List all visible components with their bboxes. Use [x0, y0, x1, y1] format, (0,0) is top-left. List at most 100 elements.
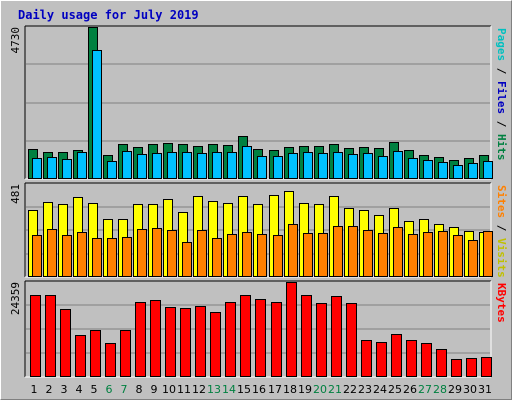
bar-files-day-19: [303, 152, 313, 179]
x-tick-day-16: 16: [252, 383, 266, 396]
legend-part: Hits: [495, 134, 508, 161]
bar-sites-day-27: [423, 232, 433, 277]
legend-part: Visits: [495, 238, 508, 278]
bar-sites-day-8: [137, 229, 147, 277]
x-tick-labels: 1 2 3 4 5 6 7 8 9 10 11 12 13 14 15 16 17 18 19 20 21 22 23 24 2…: [31, 383, 493, 396]
bar-sites-day-26: [408, 234, 418, 277]
bar-files-day-27: [423, 160, 433, 179]
bar-files-day-4: [77, 152, 87, 179]
x-tick-day-1: 1: [31, 383, 38, 396]
legend-part: /: [495, 114, 508, 134]
x-tick-day-3: 3: [61, 383, 68, 396]
bar-kbytes-day-20: [316, 303, 327, 377]
bar-sites-day-28: [438, 231, 448, 277]
bar-files-day-14: [227, 152, 237, 179]
panel-kbytes: 24359 KBytes: [9, 280, 508, 378]
x-tick-day-14: 14: [222, 383, 236, 396]
bar-files-day-22: [348, 154, 358, 179]
x-tick-day-12: 12: [192, 383, 206, 396]
bar-sites-day-9: [152, 228, 162, 277]
bar-kbytes-day-1: [30, 295, 41, 377]
x-tick-day-20: 20: [313, 383, 327, 396]
series-kbytes: [30, 282, 492, 377]
y-max-label: 4730: [9, 27, 22, 54]
chart-title: Daily usage for July 2019: [18, 8, 199, 22]
x-tick-day-7: 7: [121, 383, 128, 396]
x-tick-day-8: 8: [136, 383, 143, 396]
bar-kbytes-day-27: [421, 343, 432, 377]
x-tick-day-26: 26: [403, 383, 417, 396]
bar-sites-day-19: [303, 233, 313, 277]
x-tick-day-18: 18: [283, 383, 297, 396]
bar-sites-day-11: [182, 242, 192, 277]
x-tick-day-6: 6: [106, 383, 113, 396]
x-tick-day-28: 28: [433, 383, 447, 396]
bar-files-day-31: [483, 161, 493, 179]
bar-files-day-8: [137, 154, 147, 179]
x-tick-day-15: 15: [237, 383, 251, 396]
bar-files-day-26: [408, 158, 418, 179]
bar-kbytes-day-29: [451, 359, 462, 377]
bar-kbytes-day-23: [361, 340, 372, 377]
legend-part: Files: [495, 81, 508, 114]
bar-sites-day-25: [393, 227, 403, 277]
x-tick-day-27: 27: [418, 383, 432, 396]
bar-kbytes-day-6: [105, 343, 116, 377]
x-tick-day-29: 29: [448, 383, 462, 396]
panel-visits-sites: 481 Sites / Visits: [9, 182, 508, 278]
chart-panels: 4730 Pages / Files / Hits 481 Sites / Visit…: [9, 25, 508, 378]
bar-kbytes-day-18: [286, 282, 297, 377]
bar-files-day-15: [242, 146, 252, 179]
bar-sites-day-5: [92, 238, 102, 277]
bar-files-day-23: [363, 153, 373, 179]
bar-kbytes-day-11: [180, 308, 191, 377]
bar-sites-day-2: [47, 229, 57, 277]
bar-files-day-1: [32, 158, 42, 179]
panel-legend: KBytes: [495, 283, 508, 323]
bar-kbytes-day-19: [301, 295, 312, 377]
bar-kbytes-day-25: [391, 334, 402, 377]
bar-files-day-11: [182, 152, 192, 179]
bar-sites-day-7: [122, 237, 132, 277]
x-tick-day-22: 22: [343, 383, 357, 396]
panel-pages-files-hits: 4730 Pages / Files / Hits: [9, 25, 508, 180]
bar-kbytes-day-3: [60, 309, 71, 377]
bar-kbytes-day-21: [331, 296, 342, 377]
x-tick-day-24: 24: [373, 383, 387, 396]
bar-files-day-13: [212, 152, 222, 179]
bar-sites-day-31: [483, 231, 493, 277]
x-tick-day-4: 4: [76, 383, 83, 396]
bar-kbytes-day-16: [255, 299, 266, 377]
bar-kbytes-day-30: [466, 358, 477, 377]
bar-kbytes-day-26: [406, 340, 417, 377]
bar-kbytes-day-24: [376, 342, 387, 377]
x-tick-day-25: 25: [388, 383, 402, 396]
x-tick-day-13: 13: [207, 383, 221, 396]
bar-files-day-3: [62, 159, 72, 179]
bar-kbytes-day-14: [225, 302, 236, 377]
series-files: [32, 50, 493, 179]
bar-sites-day-24: [378, 233, 388, 277]
bar-sites-day-15: [242, 232, 252, 277]
x-tick-day-11: 11: [177, 383, 191, 396]
bar-files-day-2: [47, 157, 57, 179]
bar-kbytes-day-8: [135, 302, 146, 377]
x-tick-day-2: 2: [46, 383, 53, 396]
bar-files-day-20: [318, 153, 328, 179]
legend-part: KBytes: [495, 283, 508, 323]
bar-sites-day-4: [77, 232, 87, 277]
bar-kbytes-day-13: [210, 312, 221, 377]
bar-kbytes-day-2: [45, 295, 56, 377]
x-tick-day-23: 23: [358, 383, 372, 396]
bar-kbytes-day-7: [120, 330, 131, 377]
bar-kbytes-day-31: [481, 357, 492, 377]
bar-files-day-10: [167, 152, 177, 179]
bar-files-day-16: [257, 156, 267, 179]
bar-kbytes-day-4: [75, 335, 86, 377]
bar-kbytes-day-5: [90, 330, 101, 377]
bar-files-day-25: [393, 151, 403, 179]
legend-part: /: [495, 218, 508, 238]
bar-sites-day-22: [348, 226, 358, 277]
x-tick-day-30: 30: [463, 383, 477, 396]
bar-sites-day-23: [363, 230, 373, 277]
